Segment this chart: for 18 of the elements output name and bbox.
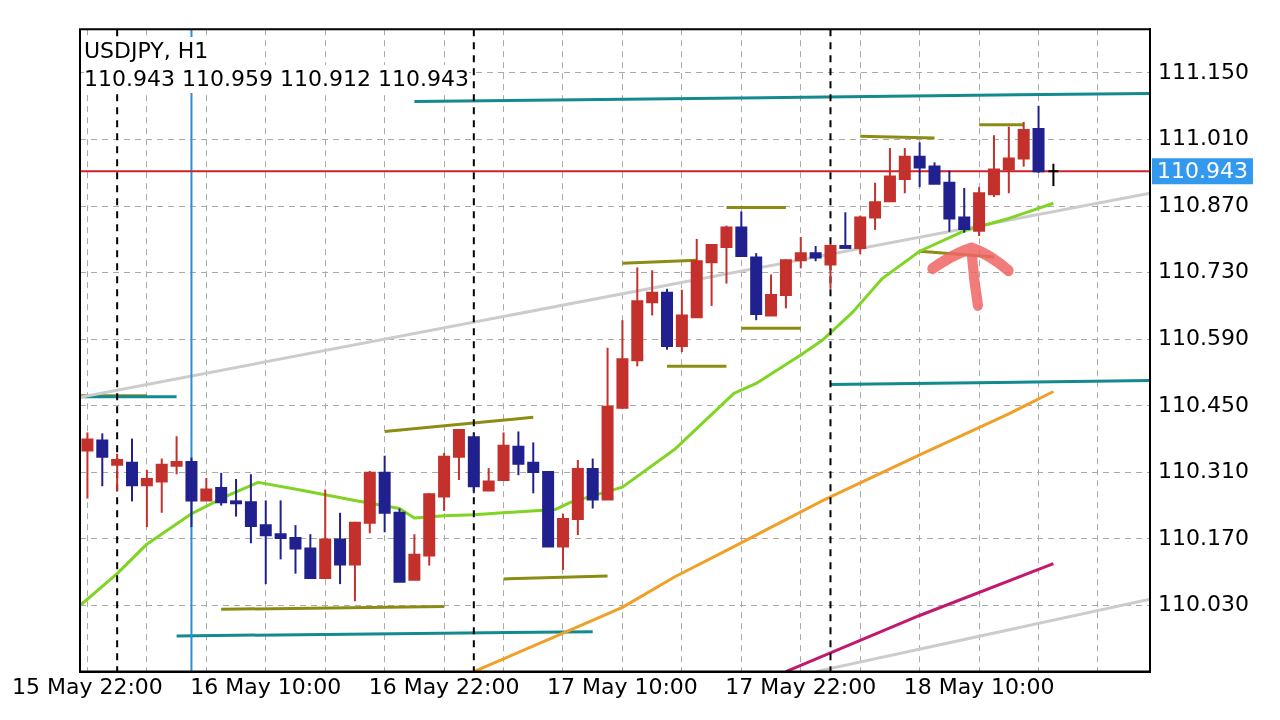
- text: 110.943 110.959 110.912 110.943: [84, 65, 469, 94]
- ref-line-label: 110.943: [1157, 158, 1248, 184]
- chart-title: USDJPY, H1: [84, 37, 209, 66]
- y-tick-label: 110.030: [1158, 591, 1249, 617]
- y-tick-label: 110.870: [1158, 191, 1249, 217]
- x-tick-label: 15 May 22:00: [11, 673, 163, 699]
- x-tick-label: 16 May 22:00: [368, 673, 520, 699]
- x-tick-label: 16 May 10:00: [190, 673, 342, 699]
- y-tick-label: 110.170: [1158, 524, 1249, 550]
- y-tick-label: 110.450: [1158, 391, 1249, 417]
- y-tick-label: 110.590: [1158, 324, 1249, 350]
- y-tick-label: 111.010: [1158, 125, 1249, 151]
- y-tick-label: 111.150: [1158, 58, 1249, 84]
- x-tick-label: 17 May 10:00: [546, 673, 698, 699]
- y-tick-label: 110.730: [1158, 258, 1249, 284]
- x-tick-label: 17 May 22:00: [725, 673, 877, 699]
- y-tick-label: 110.310: [1158, 458, 1249, 484]
- x-tick-label: 18 May 10:00: [903, 673, 1055, 699]
